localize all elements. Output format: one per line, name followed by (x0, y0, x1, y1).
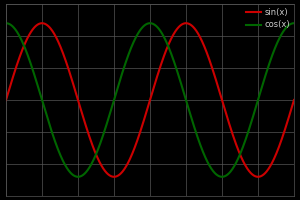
Legend: sin(x), cos(x): sin(x), cos(x) (243, 6, 292, 32)
